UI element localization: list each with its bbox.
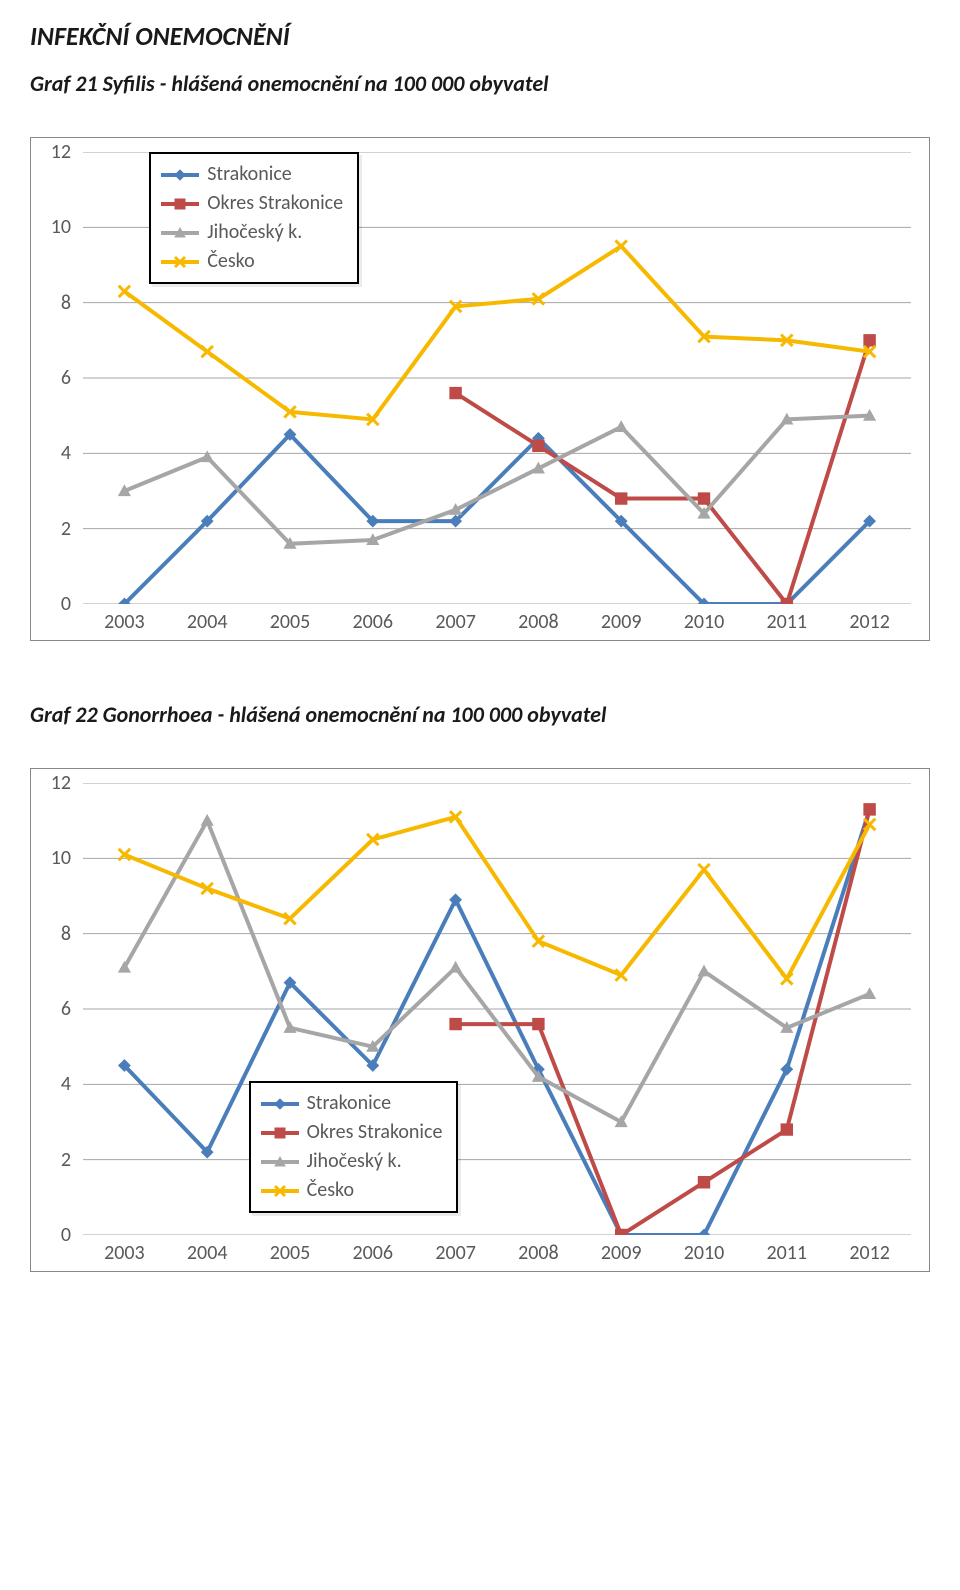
legend-swatch-icon <box>261 1183 299 1199</box>
legend-label: Jihočeský k. <box>207 218 302 247</box>
y-tick-label: 8 <box>61 291 71 315</box>
series-marker <box>698 493 709 504</box>
x-tick-label: 2003 <box>104 610 145 634</box>
legend-swatch-icon <box>161 225 199 241</box>
x-tick-label: 2012 <box>849 610 890 634</box>
x-tick-label: 2010 <box>684 610 725 634</box>
series-marker <box>698 966 709 976</box>
series-marker <box>698 1177 709 1188</box>
x-tick-label: 2009 <box>601 610 642 634</box>
chart-plot <box>83 783 911 1235</box>
legend-swatch-icon <box>261 1125 299 1141</box>
legend-label: Jihočeský k. <box>307 1147 402 1176</box>
series-marker <box>615 1229 626 1235</box>
x-tick-label: 2012 <box>849 1241 890 1265</box>
y-tick-label: 10 <box>51 846 71 870</box>
legend-label: Strakonice <box>307 1089 392 1118</box>
x-tick-label: 2004 <box>187 610 228 634</box>
x-tick-label: 2009 <box>601 1241 642 1265</box>
y-tick-label: 6 <box>61 997 71 1021</box>
legend-item: Česko <box>261 1176 443 1205</box>
y-tick-label: 2 <box>61 517 71 541</box>
series-marker <box>781 1124 792 1135</box>
series-marker <box>201 815 212 825</box>
y-tick-label: 0 <box>61 592 71 616</box>
series-marker <box>533 440 544 451</box>
x-tick-label: 2003 <box>104 1241 145 1265</box>
series-marker <box>533 1018 544 1029</box>
chart2-area: 024681012StrakoniceOkres StrakoniceJihoč… <box>41 783 911 1263</box>
legend-swatch-icon <box>161 254 199 270</box>
y-tick-label: 2 <box>61 1148 71 1172</box>
legend-item: Strakonice <box>161 160 343 189</box>
x-tick-label: 2010 <box>684 1241 725 1265</box>
chart1-container: 0 2 4 6 8 10 12 StrakoniceOkres StrakoniceJihoč… <box>30 137 930 641</box>
series-marker <box>119 286 130 297</box>
legend-item: Okres Strakonice <box>261 1118 443 1147</box>
x-tick-label: 2011 <box>767 1241 808 1265</box>
legend-swatch-icon <box>261 1154 299 1170</box>
series-marker <box>864 804 875 815</box>
y-tick-label: 8 <box>61 922 71 946</box>
series-marker <box>781 598 792 604</box>
y-tick-label: 0 <box>61 1223 71 1247</box>
x-tick-label: 2008 <box>518 610 559 634</box>
series-line <box>124 821 869 1122</box>
chart1-title: Graf 21 Syfilis - hlášená onemocnění na … <box>30 70 930 97</box>
y-tick-label: 4 <box>61 441 71 465</box>
series-marker <box>615 493 626 504</box>
legend-item: Okres Strakonice <box>161 189 343 218</box>
legend-item: Česko <box>161 247 343 276</box>
series-marker <box>201 346 212 357</box>
series-marker <box>450 387 461 398</box>
y-tick-label: 10 <box>51 215 71 239</box>
series-line <box>124 435 869 605</box>
x-tick-label: 2011 <box>767 610 808 634</box>
series-marker <box>615 421 626 431</box>
x-tick-label: 2006 <box>353 610 394 634</box>
series-marker <box>698 864 709 875</box>
y-tick-label: 12 <box>51 140 71 164</box>
legend-swatch-icon <box>161 167 199 183</box>
series-marker <box>615 240 626 251</box>
y-tick-label: 4 <box>61 1072 71 1096</box>
series-marker <box>450 1018 461 1029</box>
legend-label: Strakonice <box>207 160 292 189</box>
legend-item: Jihočeský k. <box>261 1147 443 1176</box>
legend-item: Strakonice <box>261 1089 443 1118</box>
series-marker <box>450 962 461 972</box>
page-title: INFEKČNÍ ONEMOCNĚNÍ <box>30 20 930 52</box>
chart2-container: 0 2 4 6 8 10 12 StrakoniceOkres StrakoniceJihoč… <box>30 768 930 1272</box>
series-line <box>456 809 870 1235</box>
legend-label: Česko <box>307 1176 354 1205</box>
x-tick-label: 2007 <box>435 610 476 634</box>
legend-swatch-icon <box>261 1096 299 1112</box>
x-tick-label: 2006 <box>353 1241 394 1265</box>
y-tick-label: 6 <box>61 366 71 390</box>
chart-legend: StrakoniceOkres StrakoniceJihočeský k.Če… <box>149 152 359 284</box>
chart2-title: Graf 22 Gonorrhoea - hlášená onemocnění … <box>30 701 930 728</box>
legend-item: Jihočeský k. <box>161 218 343 247</box>
series-marker <box>864 988 875 998</box>
legend-label: Okres Strakonice <box>307 1118 443 1147</box>
x-tick-label: 2007 <box>435 1241 476 1265</box>
legend-label: Okres Strakonice <box>207 189 343 218</box>
x-tick-label: 2005 <box>270 1241 311 1265</box>
legend-swatch-icon <box>161 196 199 212</box>
legend-label: Česko <box>207 247 254 276</box>
x-tick-label: 2008 <box>518 1241 559 1265</box>
y-tick-label: 12 <box>51 771 71 795</box>
x-tick-label: 2004 <box>187 1241 228 1265</box>
series-marker <box>864 335 875 346</box>
chart1-area: 024681012StrakoniceOkres StrakoniceJihoč… <box>41 152 911 632</box>
series-line <box>124 817 869 979</box>
x-tick-label: 2005 <box>270 610 311 634</box>
chart-legend: StrakoniceOkres StrakoniceJihočeský k.Če… <box>249 1081 459 1213</box>
